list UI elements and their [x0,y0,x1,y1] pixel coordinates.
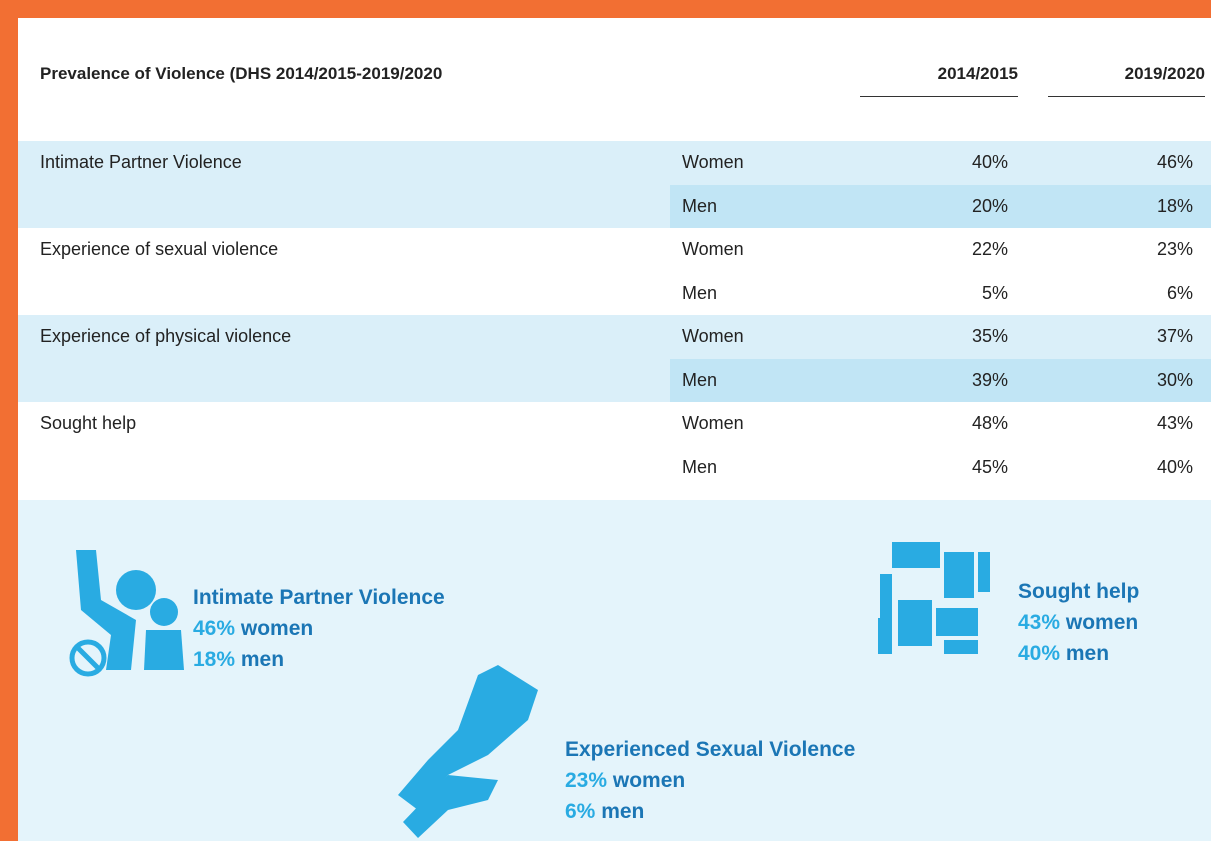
sex-label: Men [682,369,718,390]
highlight: Experienced Sexual Violence 23% women 6% m… [565,734,855,827]
table-row: Men 45% 40% [18,446,1211,490]
hand-icon [398,665,538,838]
table-row: Men 5% 6% [18,272,1211,316]
group-label: Experience of sexual violence [40,239,279,259]
highlight-label: women [240,617,314,640]
content: Prevalence of Violence (DHS 2014/2015-20… [18,18,1211,841]
column-header: 2019/2020 [1048,64,1205,97]
table-row: Men 20% 18% [18,184,1211,228]
highlight-value: 23% [565,769,608,792]
value-cell: 45% [971,456,1008,477]
value-cell: 37% [1156,326,1193,346]
row-highlight [670,358,1211,402]
help-icon [878,542,990,654]
value-cell: 5% [981,282,1008,303]
value-cell: 43% [1156,413,1193,433]
highlight-value: 6% [565,800,596,823]
value-cell: 40% [1156,456,1193,477]
sex-label: Women [682,326,744,346]
value-cell: 20% [971,195,1008,216]
value-cell: 48% [971,413,1008,433]
highlight: Sought help 43% women 40% men [1018,576,1139,669]
highlight-label: men [240,648,285,671]
highlight-title: Experienced Sexual Violence [565,738,856,761]
value-cell: 30% [1156,369,1193,390]
value-cell: 46% [1156,152,1193,172]
sex-label: Women [682,413,744,433]
table-row: Experience of physical violence Women 35% 3… [18,315,1211,359]
violence-icon [69,550,184,677]
highlight-label: men [1065,642,1110,665]
value-cell: 18% [1156,195,1193,216]
highlight-value: 46% [193,617,236,640]
group-label: Intimate Partner Violence [40,152,242,172]
highlight: Intimate Partner Violence 46% women 18% me… [193,582,445,675]
table-row: Sought help Women 48% 43% [18,402,1211,446]
value-cell: 23% [1156,239,1193,259]
value-cell: 40% [971,152,1008,172]
value-cell: 35% [971,326,1008,346]
sex-label: Women [682,239,744,259]
sex-label: Women [682,152,744,172]
table-row: Experience of sexual violence Women 22% 23% [18,228,1211,272]
value-cell: 39% [971,369,1008,390]
highlight-title: Intimate Partner Violence [193,586,445,609]
sex-label: Men [682,282,718,303]
highlight-value: 43% [1018,611,1061,634]
highlights-panel: Intimate Partner Violence 46% women 18% me… [18,500,1211,841]
highlight-value: 18% [193,648,236,671]
row-highlight [670,184,1211,228]
highlight-label: women [1065,611,1139,634]
table-title: Prevalence of Violence (DHS 2014/2015-20… [40,64,443,83]
sex-label: Men [682,195,718,216]
table-row: Intimate Partner Violence Women 40% 46% [18,141,1211,185]
highlight-label: women [612,769,686,792]
table-row: Men 39% 30% [18,358,1211,402]
column-header: 2014/2015 [860,64,1018,97]
highlight-title: Sought help [1018,580,1140,603]
group-label: Experience of physical violence [40,326,292,346]
value-cell: 6% [1166,282,1193,303]
highlight-label: men [601,800,645,823]
sex-label: Men [682,456,718,477]
highlight-value: 40% [1018,642,1061,665]
group-label: Sought help [40,413,137,433]
value-cell: 22% [971,239,1008,259]
